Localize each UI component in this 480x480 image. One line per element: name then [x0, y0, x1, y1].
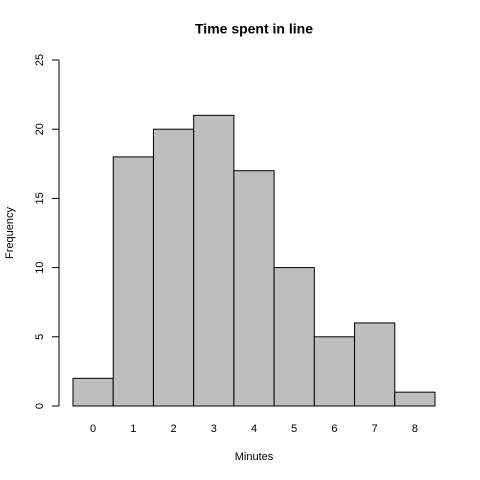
bar — [233, 170, 275, 407]
y-tick-label: 15 — [34, 192, 46, 204]
y-axis-label: Frequency — [4, 207, 16, 259]
y-tick-label: 5 — [34, 334, 46, 340]
bar — [273, 267, 315, 407]
x-tick-label: 4 — [251, 423, 257, 435]
y-tick-label: 10 — [34, 261, 46, 273]
x-tick-label: 7 — [372, 423, 378, 435]
x-tick-label: 8 — [412, 423, 418, 435]
y-tick-label: 20 — [34, 123, 46, 135]
x-tick-label: 0 — [90, 423, 96, 435]
bar — [354, 322, 396, 407]
y-tick-label: 0 — [34, 403, 46, 409]
bar — [193, 114, 235, 407]
bar — [72, 377, 114, 407]
x-tick-label: 6 — [331, 423, 337, 435]
bar — [112, 156, 154, 407]
x-tick-label: 3 — [211, 423, 217, 435]
x-axis-label: Minutes — [235, 451, 274, 463]
bar — [313, 336, 356, 407]
bar — [152, 128, 195, 407]
x-tick-label: 1 — [130, 423, 136, 435]
bar — [394, 391, 436, 407]
x-tick-label: 2 — [170, 423, 176, 435]
y-tick-label: 25 — [34, 54, 46, 66]
chart-title: Time spent in line — [195, 21, 313, 37]
x-tick-label: 5 — [291, 423, 297, 435]
